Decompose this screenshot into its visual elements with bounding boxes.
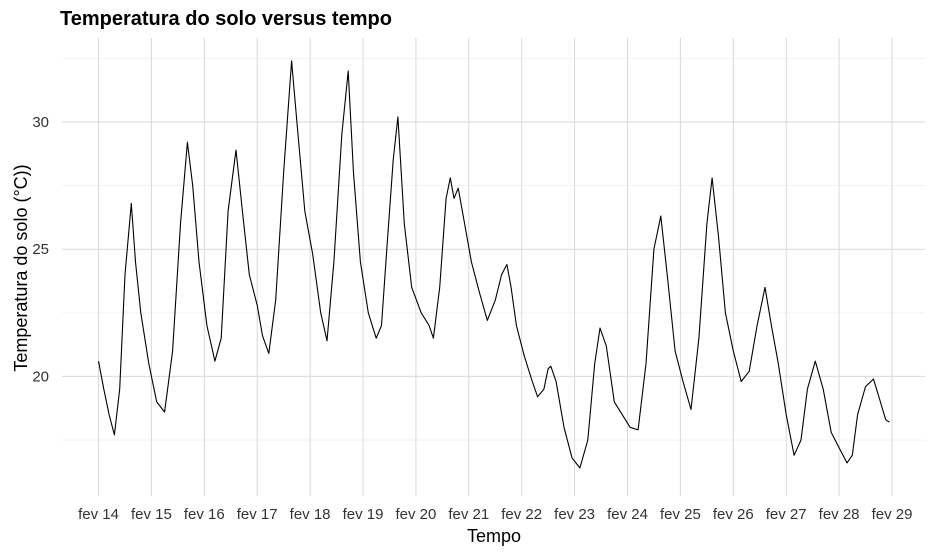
chart-title: Temperatura do solo versus tempo xyxy=(60,8,392,30)
x-tick-label: fev 23 xyxy=(554,506,595,523)
x-tick-label: fev 21 xyxy=(448,506,489,523)
x-tick-label: fev 27 xyxy=(766,506,807,523)
x-tick-label: fev 20 xyxy=(395,506,436,523)
x-tick-label: fev 14 xyxy=(78,506,119,523)
x-tick-label: fev 29 xyxy=(872,506,913,523)
y-axis-ticks: 20 25 30 xyxy=(32,114,49,385)
x-tick-label: fev 24 xyxy=(607,506,648,523)
x-axis-ticks: fev 14 fev 15 fev 16 fev 17 fev 18 fev 19 fev … xyxy=(78,506,912,523)
x-tick-label: fev 16 xyxy=(184,506,225,523)
x-tick-label: fev 18 xyxy=(290,506,331,523)
x-axis-title: Tempo xyxy=(467,526,521,546)
x-tick-label: fev 22 xyxy=(501,506,542,523)
series-line xyxy=(97,60,890,469)
x-tick-label: fev 25 xyxy=(660,506,701,523)
grid xyxy=(62,38,925,496)
y-tick-label: 25 xyxy=(32,241,49,258)
x-tick-label: fev 28 xyxy=(819,506,860,523)
y-tick-label: 20 xyxy=(32,368,49,385)
x-tick-label: fev 26 xyxy=(713,506,754,523)
x-tick-label: fev 17 xyxy=(237,506,278,523)
x-tick-label: fev 15 xyxy=(131,506,172,523)
y-axis-title: Temperatura do solo (°C)) xyxy=(11,164,31,371)
x-tick-label: fev 19 xyxy=(343,506,384,523)
y-tick-label: 30 xyxy=(32,114,49,131)
